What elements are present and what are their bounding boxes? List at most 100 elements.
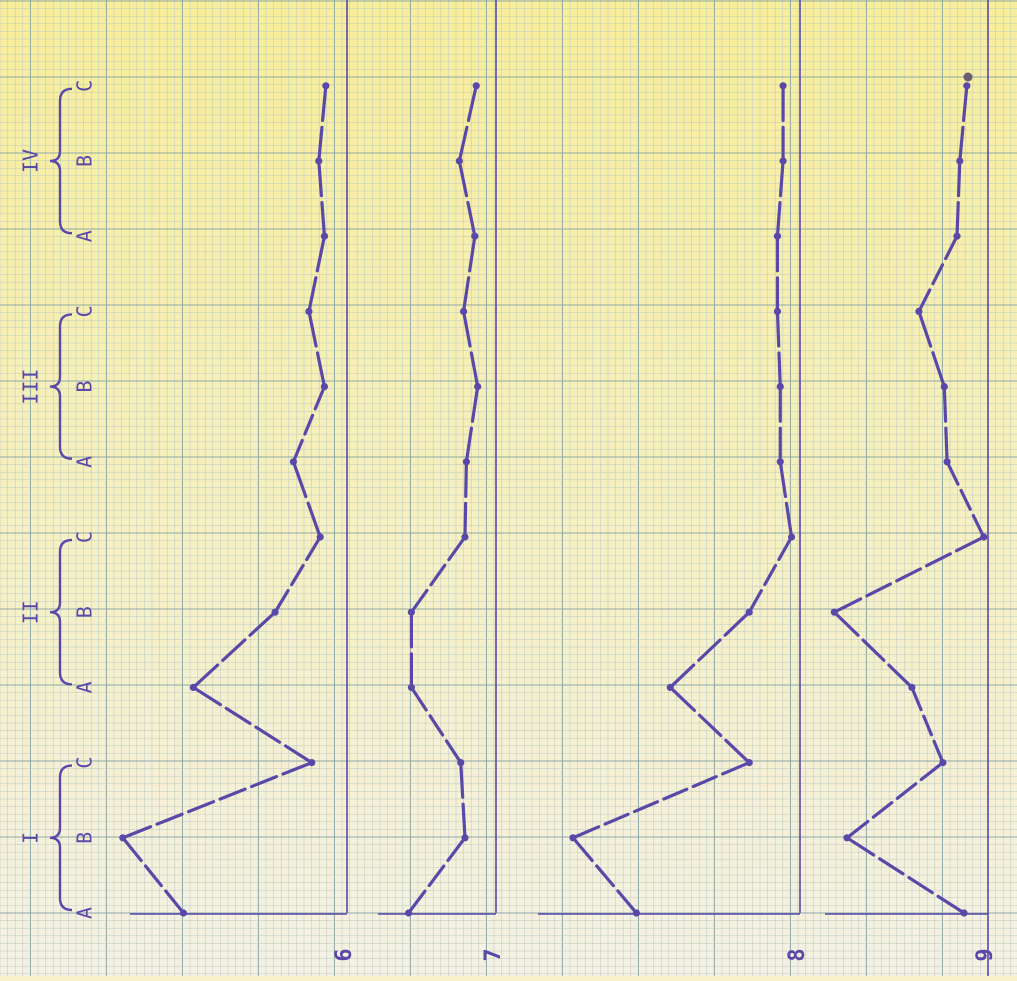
category-label: B [73, 606, 97, 618]
data-point [322, 82, 330, 90]
panel-label-8: 8 [785, 948, 810, 961]
series-panel-6 [119, 82, 330, 917]
group-label-III: III [19, 369, 43, 405]
series-panel-7 [404, 82, 482, 917]
group-braces [49, 87, 73, 912]
series-segment [775, 309, 782, 389]
series-segment [291, 385, 327, 464]
brace-group-III [49, 313, 73, 460]
data-point [776, 458, 784, 466]
series-segment [778, 460, 794, 539]
data-point [779, 157, 787, 165]
data-point [189, 683, 197, 692]
series-segment [409, 535, 467, 614]
data-point [915, 307, 923, 315]
data-point [960, 909, 968, 917]
data-point [963, 82, 971, 90]
data-point [305, 307, 313, 315]
data-point [632, 909, 641, 917]
series-segment [191, 685, 314, 765]
data-point [461, 533, 469, 541]
series-segment [571, 836, 639, 915]
series-segment [917, 309, 946, 389]
series-segment [832, 535, 986, 614]
series-segment [461, 309, 480, 389]
series-segment [317, 84, 328, 163]
series-segment [945, 460, 986, 539]
group-label-I: I [19, 832, 43, 844]
category-label: C [73, 531, 97, 543]
data-point [320, 383, 329, 391]
panel-label-6: 6 [332, 948, 357, 961]
series-segment [457, 159, 477, 238]
series-segment [317, 159, 327, 238]
data-point [462, 458, 470, 466]
series-segment [775, 159, 785, 238]
category-label: C [73, 80, 97, 92]
data-point [666, 683, 674, 692]
category-label: A [73, 907, 97, 919]
category-labels: A B C A B C A B C A B C [73, 80, 97, 919]
data-series [119, 72, 988, 917]
category-label: A [73, 230, 97, 242]
panel-label-9: 9 [973, 948, 998, 961]
data-point [457, 759, 465, 767]
series-segment [942, 385, 949, 464]
data-point [119, 834, 127, 842]
panel-label-7: 7 [481, 948, 506, 961]
data-point [316, 533, 324, 541]
data-point [787, 533, 796, 541]
series-segment [273, 535, 322, 614]
series-segment [463, 460, 468, 539]
data-point [953, 232, 961, 240]
data-point [779, 82, 787, 90]
data-point [908, 683, 916, 692]
series-segment [409, 685, 463, 765]
category-label: C [73, 757, 97, 769]
series-segment [459, 760, 467, 840]
group-label-II: II [19, 600, 43, 624]
series-segment [307, 234, 327, 313]
category-label: B [73, 155, 97, 167]
panel-labels: 6 7 8 9 [332, 948, 998, 961]
data-point [943, 458, 951, 466]
series-segment [191, 610, 277, 690]
data-point [289, 458, 298, 466]
data-point [745, 608, 753, 616]
series-segment [464, 385, 480, 464]
series-segment [121, 836, 186, 915]
series-segment [307, 309, 327, 389]
data-point [404, 909, 413, 917]
pin-mark [963, 72, 973, 82]
data-point [308, 759, 316, 767]
data-point [461, 834, 469, 842]
data-point [471, 232, 479, 240]
series-segment [461, 234, 477, 313]
series-segment [747, 535, 794, 614]
data-point [940, 383, 948, 391]
data-point [776, 383, 784, 391]
series-segment [457, 84, 478, 163]
brace-group-IV [49, 87, 73, 235]
series-segment [291, 460, 322, 539]
series-segment [955, 159, 962, 238]
series-segment [832, 610, 914, 690]
series-panel-8 [569, 82, 796, 917]
data-point [315, 157, 323, 165]
category-label: A [73, 681, 97, 693]
data-point [745, 759, 753, 767]
data-point [773, 232, 782, 240]
data-point [474, 383, 482, 391]
group-label-IV: IV [19, 149, 43, 173]
series-segment [958, 84, 969, 163]
brace-group-I [49, 764, 73, 912]
category-label: C [73, 305, 97, 317]
series-segment [845, 836, 966, 915]
category-label: B [73, 381, 97, 393]
data-point [773, 307, 782, 315]
